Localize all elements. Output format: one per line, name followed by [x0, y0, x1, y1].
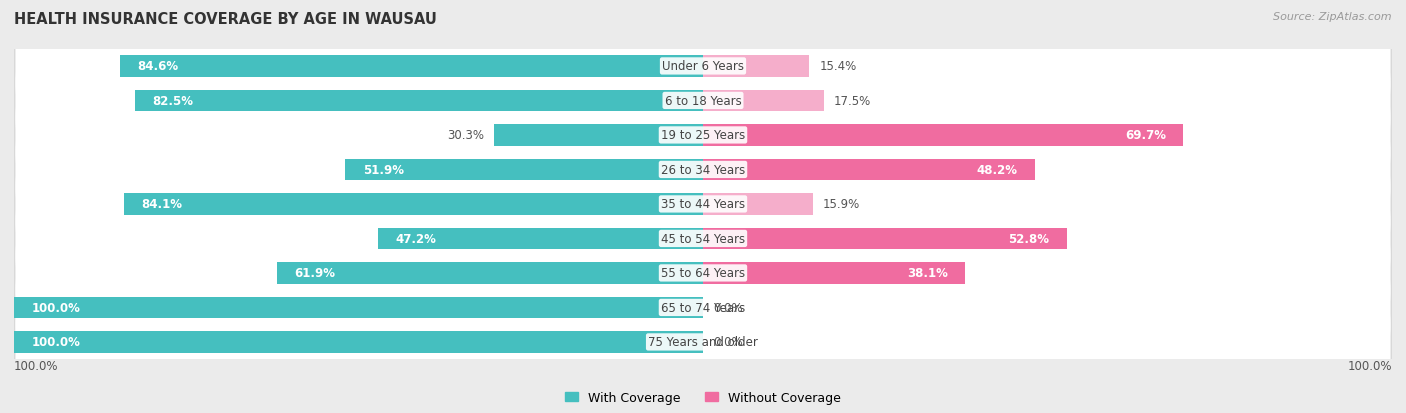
- Text: Under 6 Years: Under 6 Years: [662, 60, 744, 73]
- Text: 100.0%: 100.0%: [1347, 359, 1392, 372]
- FancyBboxPatch shape: [13, 127, 1393, 214]
- Text: 6 to 18 Years: 6 to 18 Years: [665, 95, 741, 108]
- FancyBboxPatch shape: [13, 264, 1393, 351]
- Text: 30.3%: 30.3%: [447, 129, 484, 142]
- Bar: [703, 194, 813, 215]
- FancyBboxPatch shape: [15, 162, 1391, 247]
- Text: 47.2%: 47.2%: [395, 233, 436, 245]
- Bar: [14, 331, 703, 353]
- FancyBboxPatch shape: [15, 59, 1391, 144]
- FancyBboxPatch shape: [13, 161, 1393, 248]
- Bar: [703, 90, 824, 112]
- Text: 100.0%: 100.0%: [14, 359, 59, 372]
- Text: 84.1%: 84.1%: [141, 198, 181, 211]
- Text: 19 to 25 Years: 19 to 25 Years: [661, 129, 745, 142]
- Legend: With Coverage, Without Coverage: With Coverage, Without Coverage: [561, 386, 845, 409]
- Text: 51.9%: 51.9%: [363, 164, 404, 176]
- Bar: [378, 228, 703, 249]
- FancyBboxPatch shape: [15, 265, 1391, 350]
- FancyBboxPatch shape: [13, 230, 1393, 317]
- Text: 45 to 54 Years: 45 to 54 Years: [661, 233, 745, 245]
- Text: 84.6%: 84.6%: [138, 60, 179, 73]
- FancyBboxPatch shape: [15, 127, 1391, 213]
- Text: 100.0%: 100.0%: [31, 301, 80, 314]
- Bar: [703, 263, 966, 284]
- Text: 82.5%: 82.5%: [152, 95, 193, 108]
- Bar: [135, 90, 703, 112]
- Bar: [495, 125, 703, 146]
- Text: 0.0%: 0.0%: [713, 301, 742, 314]
- FancyBboxPatch shape: [15, 230, 1391, 316]
- FancyBboxPatch shape: [15, 299, 1391, 385]
- FancyBboxPatch shape: [13, 92, 1393, 179]
- FancyBboxPatch shape: [15, 196, 1391, 282]
- Text: 0.0%: 0.0%: [713, 336, 742, 349]
- Text: HEALTH INSURANCE COVERAGE BY AGE IN WAUSAU: HEALTH INSURANCE COVERAGE BY AGE IN WAUS…: [14, 12, 437, 27]
- Text: 69.7%: 69.7%: [1125, 129, 1166, 142]
- Bar: [703, 228, 1067, 249]
- Bar: [703, 56, 808, 78]
- Text: 100.0%: 100.0%: [31, 336, 80, 349]
- Text: 15.9%: 15.9%: [823, 198, 860, 211]
- Text: 26 to 34 Years: 26 to 34 Years: [661, 164, 745, 176]
- FancyBboxPatch shape: [15, 93, 1391, 178]
- Text: 15.4%: 15.4%: [820, 60, 856, 73]
- Bar: [124, 194, 703, 215]
- Text: 65 to 74 Years: 65 to 74 Years: [661, 301, 745, 314]
- Bar: [277, 263, 703, 284]
- Bar: [703, 159, 1035, 181]
- Bar: [120, 56, 703, 78]
- FancyBboxPatch shape: [13, 299, 1393, 385]
- Bar: [346, 159, 703, 181]
- FancyBboxPatch shape: [13, 58, 1393, 145]
- Text: 38.1%: 38.1%: [907, 267, 948, 280]
- Bar: [14, 297, 703, 318]
- Text: 52.8%: 52.8%: [1008, 233, 1049, 245]
- Bar: [703, 125, 1184, 146]
- Text: Source: ZipAtlas.com: Source: ZipAtlas.com: [1274, 12, 1392, 22]
- Text: 48.2%: 48.2%: [977, 164, 1018, 176]
- Text: 35 to 44 Years: 35 to 44 Years: [661, 198, 745, 211]
- Text: 61.9%: 61.9%: [294, 267, 335, 280]
- FancyBboxPatch shape: [13, 24, 1393, 110]
- FancyBboxPatch shape: [13, 195, 1393, 282]
- Text: 75 Years and older: 75 Years and older: [648, 336, 758, 349]
- Text: 17.5%: 17.5%: [834, 95, 872, 108]
- Text: 55 to 64 Years: 55 to 64 Years: [661, 267, 745, 280]
- FancyBboxPatch shape: [15, 24, 1391, 109]
